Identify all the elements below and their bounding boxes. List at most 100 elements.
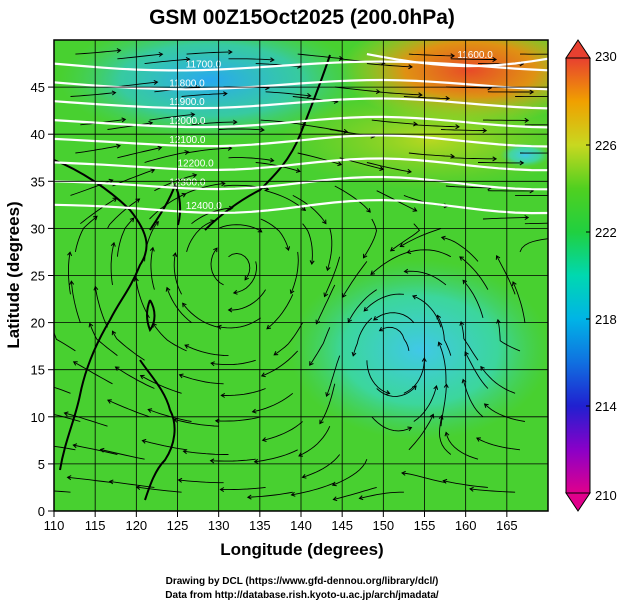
streamline-arrow-110 [309,260,315,265]
streamline-arrow-181 [562,52,566,56]
streamline-112 [363,218,377,259]
streamline-arrow-157 [153,79,159,85]
streamline-arrow-58 [260,372,266,378]
streamline-arrow-173 [269,57,275,63]
streamline-43 [179,374,224,385]
streamline-arrow-44 [220,392,226,398]
streamline-arrow-138 [407,168,412,174]
streamline-21 [332,459,368,486]
x-tick-label-7: 145 [331,518,353,533]
streamline-66 [94,286,108,328]
streamline-33 [298,426,331,457]
streamline-140 [450,157,497,160]
streamline-63 [460,321,479,361]
colorbar-ticks: 210 214 218 222 226 230 [586,49,617,503]
streamline-arrow-33 [298,452,303,457]
streamline-arrow-10 [401,470,406,476]
streamline-arrow-88 [403,268,409,274]
streamline-161 [265,91,311,97]
streamline-arrow-82 [213,247,218,253]
streamline-arrow-14 [72,443,78,449]
streamline-arrow-28 [107,399,112,404]
streamline-3 [136,486,182,493]
streamline-82 [210,247,224,286]
streamline-arrow-31 [214,418,220,424]
streamline-4 [178,479,224,484]
contour-label-6: 12300.0 [169,177,206,188]
streamline-arrow-83 [227,307,233,313]
streamline-arrow-39 [28,379,32,383]
streamline-62 [436,315,452,356]
streamline-27 [64,412,108,427]
streamline-arrow-34 [407,426,413,432]
streamline-124 [334,185,371,213]
streamline-arrow-63 [459,320,465,326]
y-tick-label-0: 0 [38,504,45,519]
streamline-101 [407,249,452,258]
streamline-arrow-36 [443,383,449,388]
streamline-73 [352,317,373,356]
streamline-115 [482,217,529,220]
streamline-71 [273,322,303,356]
streamline-arrow-100 [370,270,375,276]
streamline-arrow-122 [301,206,307,212]
x-tick-label-10: 160 [455,518,477,533]
streamline-54 [112,330,145,361]
streamline-arrow-68 [165,286,171,292]
streamline-arrow-154 [524,117,530,123]
streamline-arrow-21 [331,481,337,487]
streamline-arrow-51 [480,365,485,371]
contour-label-7: 12400.0 [186,201,223,212]
streamline-arrow-120 [220,181,226,187]
streamline-15 [100,449,145,460]
streamline-136 [297,152,342,166]
streamline-96 [233,261,257,294]
streamline-arrow-135 [295,168,301,173]
streamline-arrow-159 [223,91,228,97]
cool-spot-east [500,143,548,167]
cb-tick-label-0: 210 [595,488,617,503]
streamline-arrow-24 [444,431,450,437]
streamline-109 [260,218,289,251]
x-tick-label-1: 115 [85,518,106,533]
streamline-88 [404,270,447,286]
streamline-151 [371,119,417,125]
colorbar-top-arrow [565,39,591,59]
streamline-arrow-153 [482,128,488,134]
contour-line-8 [366,53,548,68]
streamline-arrow-102 [440,235,446,241]
streamline-arrow-95 [244,275,249,281]
streamline-175 [297,53,343,60]
streamline-12 [469,488,516,493]
streamline-153 [440,129,487,132]
streamline-97 [290,251,299,294]
streamline-123 [292,195,327,224]
cool-region-southeast [290,260,548,440]
streamline-39 [54,386,71,394]
streamline-arrow-77 [512,281,517,286]
streamline-arrow-5 [219,487,225,493]
streamline-arrow-109 [285,246,291,252]
streamline-arrow-81 [172,252,178,257]
streamline-arrow-50 [464,351,469,357]
streamline-arrow-11 [442,478,448,484]
y-tick-label-6: 30 [31,221,45,236]
x-tick-label-0: 110 [44,518,65,533]
x-tick-label-5: 135 [249,518,271,533]
streamline-arrow-124 [366,207,371,213]
streamline-arrow-164 [418,92,423,98]
streamline-arrow-136 [337,161,343,167]
y-tick-label-9: 45 [31,80,45,95]
streamline-147 [218,128,264,131]
y-axis-label: Latitude (degrees) [4,201,23,348]
streamline-44 [221,388,266,396]
cb-tick-label-3: 222 [595,225,617,240]
streamline-arrow-177 [408,64,413,70]
streamline-133 [186,147,232,154]
streamline-84 [266,294,294,330]
streamline-6 [247,491,293,498]
streamline-arrow-171 [185,56,191,62]
streamline-arrow-170 [158,51,164,57]
streamline-69 [182,303,219,328]
